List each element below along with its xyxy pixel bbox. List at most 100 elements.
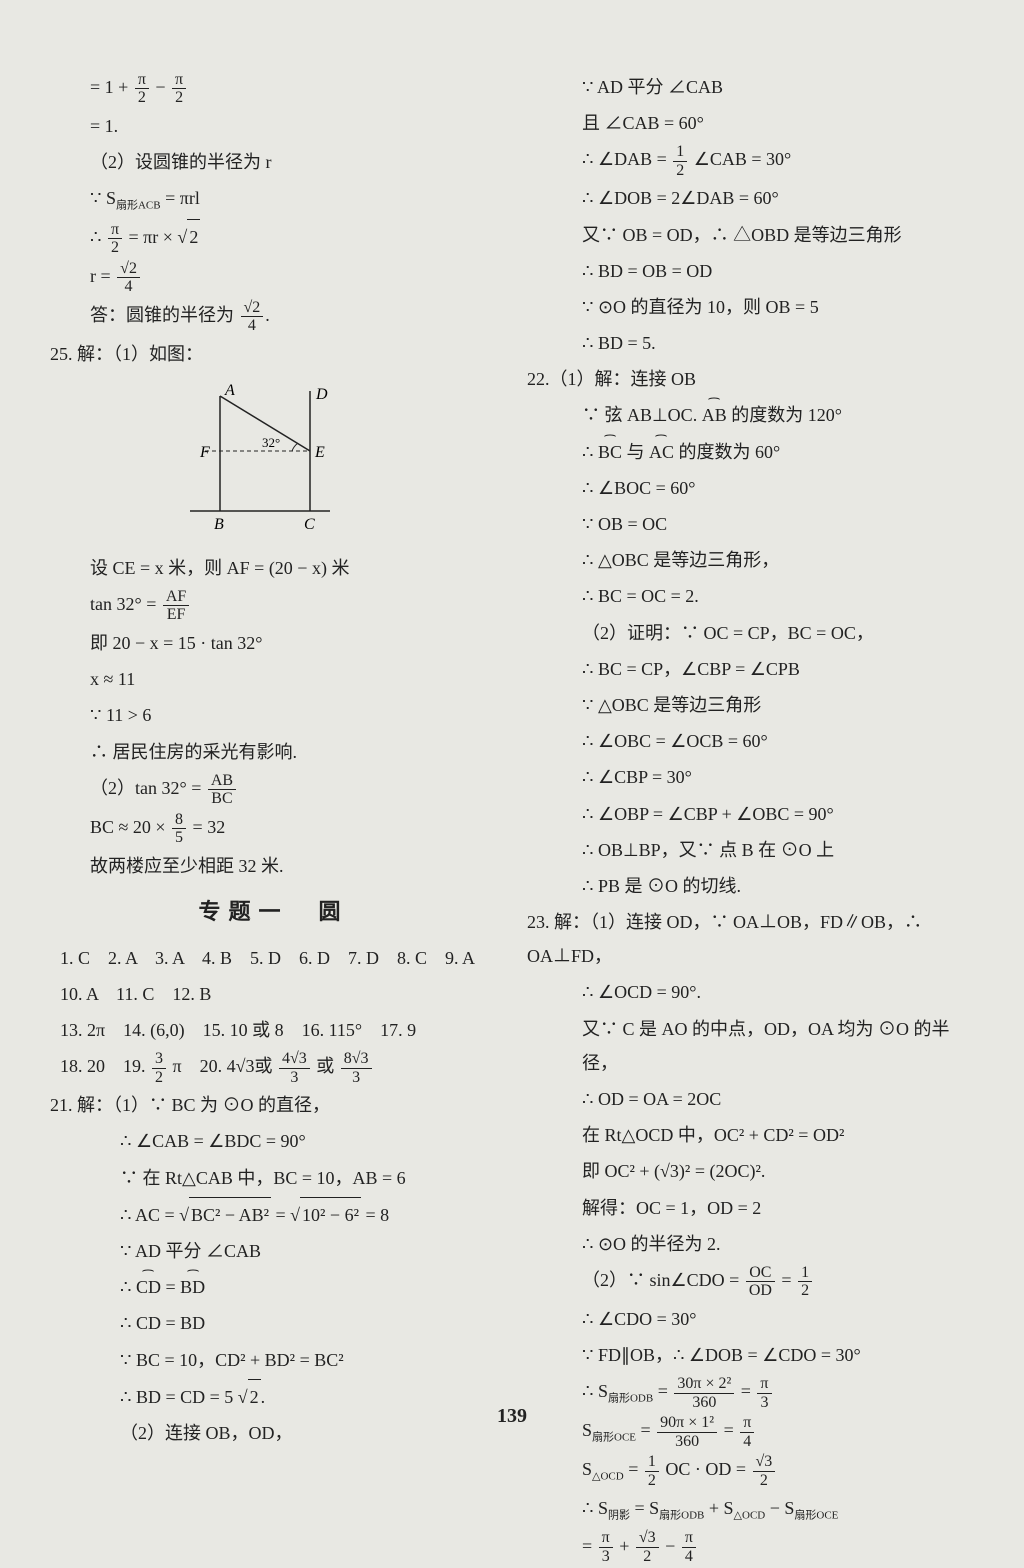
- q23-l9: ∴ ∠CDO = 30°: [527, 1302, 974, 1336]
- fraction: 8√33: [341, 1050, 372, 1086]
- q25-l6: ∴ 居民住房的采光有影响.: [50, 735, 497, 769]
- fraction: ABBC: [208, 772, 236, 808]
- fraction: AFEF: [163, 588, 189, 624]
- fraction: OCOD: [746, 1264, 775, 1300]
- sqrt-value: 2: [187, 219, 200, 254]
- q25-l5: ∵ 11 > 6: [50, 698, 497, 732]
- q22-l4: ∵ OB = OC: [527, 507, 974, 541]
- label-F: F: [199, 444, 210, 461]
- q21c-l8: ∴ BD = 5.: [527, 326, 974, 360]
- q21-l4: ∵ AD 平分 ∠CAB: [50, 1234, 497, 1268]
- fraction: √32: [636, 1529, 659, 1565]
- q25-l2: tan 32° = AFEF: [50, 587, 497, 624]
- arc-BD: BD: [180, 1270, 205, 1304]
- label-A: A: [224, 382, 235, 399]
- q21-l9: （2）连接 OB，OD，: [50, 1416, 497, 1450]
- q24-line1: = 1 + π2 − π2: [50, 70, 497, 107]
- fraction: 90π × 1²360: [657, 1414, 717, 1450]
- arc-CD: CD: [136, 1270, 161, 1304]
- q21-l8: ∴ BD = CD = 5 √2.: [50, 1379, 497, 1414]
- fraction: √24: [117, 260, 140, 296]
- q23-l2: 又∵ C 是 AO 的中点，OD，OA 均为 ⊙O 的半径，: [527, 1012, 974, 1080]
- q22-l3: ∴ ∠BOC = 60°: [527, 471, 974, 505]
- fraction: π2: [172, 71, 186, 107]
- page-number: 139: [497, 1405, 527, 1428]
- q22-l8: ∴ BC = CP，∠CBP = ∠CPB: [527, 652, 974, 686]
- sqrt-value: 2: [248, 1379, 261, 1414]
- q23-heading: 23. 解：（1）连接 OD，∵ OA⊥OB，FD∥OB，∴ OA⊥FD，: [527, 905, 974, 973]
- q24-line2: = 1.: [50, 109, 497, 143]
- q22-l2: ∴ BC 与 AC 的度数为 60°: [527, 435, 974, 469]
- q25-l4: x ≈ 11: [50, 662, 497, 696]
- q23-l12: S扇形OCE = 90π × 1²360 = π4: [527, 1413, 974, 1450]
- q22-l10: ∴ ∠OBC = ∠OCB = 60°: [527, 724, 974, 758]
- mc-row2: 10. A 11. C 12. B: [50, 977, 497, 1011]
- fraction: π2: [135, 71, 149, 107]
- arc-AB: AB: [702, 398, 727, 432]
- fraction: π3: [599, 1529, 613, 1565]
- fraction: 12: [673, 143, 687, 179]
- sqrt-value: BC² − AB²: [189, 1197, 271, 1232]
- fraction: 30π × 2²360: [674, 1375, 734, 1411]
- sqrt-value: 10² − 6²: [300, 1197, 361, 1232]
- fraction: 85: [172, 811, 186, 847]
- triangle-diagram: A D F E B C 32°: [170, 381, 350, 541]
- q21-l7: ∵ BC = 10，CD² + BD² = BC²: [50, 1343, 497, 1377]
- q23-l5: 即 OC² + (√3)² = (2OC)².: [527, 1154, 974, 1188]
- q21-l3: ∴ AC = √BC² − AB² = √10² − 6² = 8: [50, 1197, 497, 1232]
- label-D: D: [315, 386, 328, 403]
- q21-l1: ∴ ∠CAB = ∠BDC = 90°: [50, 1124, 497, 1158]
- q25-l1: 设 CE = x 米，则 AF = (20 − x) 米: [50, 551, 497, 585]
- fraction: √32: [753, 1453, 776, 1489]
- fraction: 32: [152, 1050, 166, 1086]
- q22-l9: ∵ △OBC 是等边三角形: [527, 688, 974, 722]
- q23-l8: （2）∵ sin∠CDO = OCOD = 12: [527, 1263, 974, 1300]
- fraction: 4√33: [279, 1050, 310, 1086]
- q22-l5: ∴ △OBC 是等边三角形，: [527, 543, 974, 577]
- q22-l13: ∴ OB⊥BP，又∵ 点 B 在 ⊙O 上: [527, 833, 974, 867]
- q21c-l5: 又∵ OB = OD，∴ △OBD 是等边三角形: [527, 218, 974, 252]
- q21-heading: 21. 解：（1）∵ BC 为 ⊙O 的直径，: [50, 1088, 497, 1122]
- q23-l14: ∴ S阴影 = S扇形ODB + S△OCD − S扇形OCE: [527, 1491, 974, 1526]
- q23-l11: ∴ S扇形ODB = 30π × 2²360 = π3: [527, 1374, 974, 1411]
- fraction: √24: [241, 299, 264, 335]
- q21c-l4: ∴ ∠DOB = 2∠DAB = 60°: [527, 181, 974, 215]
- fraction: π4: [682, 1529, 696, 1565]
- fraction: π4: [740, 1414, 754, 1450]
- arc-AC: AC: [649, 435, 674, 469]
- q25-l8: BC ≈ 20 × 85 = 32: [50, 810, 497, 847]
- q21-l5: ∴ CD = BD: [50, 1270, 497, 1304]
- q22-l7: （2）证明：∵ OC = CP，BC = OC，: [527, 616, 974, 650]
- mc-row3: 13. 2π 14. (6,0) 15. 10 或 8 16. 115° 17.…: [50, 1013, 497, 1047]
- q23-l13: S△OCD = 12 OC · OD = √32: [527, 1452, 974, 1489]
- q22-l6: ∴ BC = OC = 2.: [527, 579, 974, 613]
- q23-l10: ∵ FD∥OB，∴ ∠DOB = ∠CDO = 30°: [527, 1338, 974, 1372]
- q22-heading: 22.（1）解：连接 OB: [527, 362, 974, 396]
- page-content: = 1 + π2 − π2 = 1. （2）设圆锥的半径为 r ∵ S扇形ACB…: [50, 70, 974, 1568]
- q21c-l3: ∴ ∠DAB = 12 ∠CAB = 30°: [527, 142, 974, 179]
- q24-line3: （2）设圆锥的半径为 r: [50, 145, 497, 179]
- q21-l2: ∵ 在 Rt△CAB 中，BC = 10，AB = 6: [50, 1161, 497, 1195]
- q25-heading: 25. 解：（1）如图：: [50, 337, 497, 371]
- fraction: π3: [757, 1375, 771, 1411]
- q21-l6: ∴ CD = BD: [50, 1306, 497, 1340]
- q21c-l2: 且 ∠CAB = 60°: [527, 106, 974, 140]
- left-column: = 1 + π2 − π2 = 1. （2）设圆锥的半径为 r ∵ S扇形ACB…: [50, 70, 497, 1568]
- mc-row1: 1. C 2. A 3. A 4. B 5. D 6. D 7. D 8. C …: [50, 941, 497, 975]
- q21c-l6: ∴ BD = OB = OD: [527, 254, 974, 288]
- q22-l11: ∴ ∠CBP = 30°: [527, 760, 974, 794]
- fraction: 12: [798, 1264, 812, 1300]
- label-C: C: [304, 516, 315, 533]
- q24-line5: ∴ π2 = πr × √2: [50, 219, 497, 257]
- right-column: ∵ AD 平分 ∠CAB 且 ∠CAB = 60° ∴ ∠DAB = 12 ∠C…: [527, 70, 974, 1568]
- q23-l4: 在 Rt△OCD 中，OC² + CD² = OD²: [527, 1118, 974, 1152]
- fraction: 12: [645, 1453, 659, 1489]
- q25-l3: 即 20 − x = 15 · tan 32°: [50, 626, 497, 660]
- q21c-l7: ∵ ⊙O 的直径为 10，则 OB = 5: [527, 290, 974, 324]
- q25-l7: （2）tan 32° = ABBC: [50, 771, 497, 808]
- q22-l12: ∴ ∠OBP = ∠CBP + ∠OBC = 90°: [527, 797, 974, 831]
- fraction: π2: [108, 221, 122, 257]
- q25-diagram: A D F E B C 32°: [170, 381, 350, 541]
- mc-row4: 18. 20 19. 32 π 20. 4√3或 4√33 或 8√33: [50, 1049, 497, 1086]
- q23-l1: ∴ ∠OCD = 90°.: [527, 975, 974, 1009]
